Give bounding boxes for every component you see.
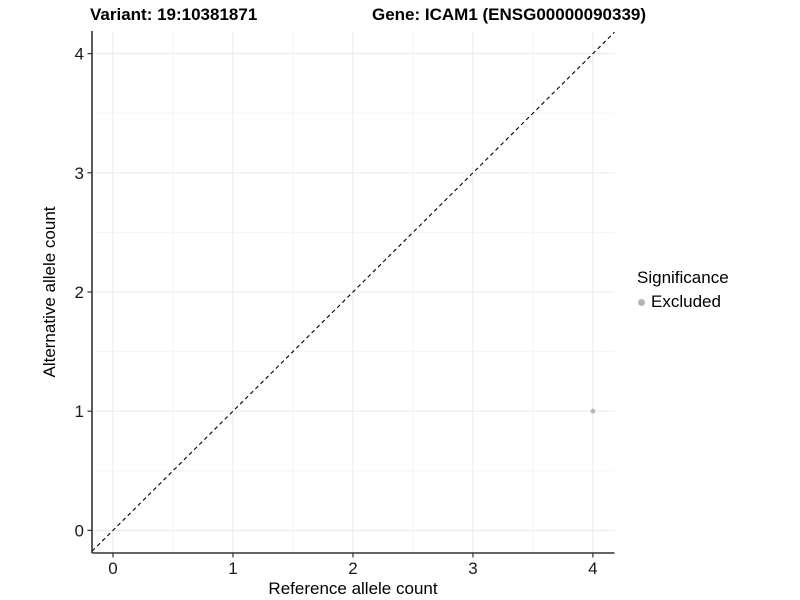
y-tick-label: 4	[75, 45, 84, 64]
x-tick-label: 4	[588, 559, 597, 578]
y-axis-title: Alternative allele count	[40, 206, 59, 378]
y-tick-label: 2	[75, 283, 84, 302]
x-tick-label: 0	[108, 559, 117, 578]
legend: Significance Excluded	[632, 268, 729, 312]
x-axis-title: Reference allele count	[268, 579, 438, 598]
x-tick-label: 3	[468, 559, 477, 578]
y-tick-label: 3	[75, 164, 84, 183]
plot-title-variant: Variant: 19:10381871	[90, 5, 258, 24]
y-tick-label: 0	[75, 521, 84, 540]
data-point	[590, 408, 596, 414]
plot-title-gene: Gene: ICAM1 (ENSG00000090339)	[372, 5, 647, 24]
x-tick-label: 2	[348, 559, 357, 578]
legend-title: Significance	[637, 268, 729, 287]
legend-point-icon	[638, 298, 645, 306]
x-tick-label: 1	[228, 559, 237, 578]
y-tick-label: 1	[75, 402, 84, 421]
legend-item-excluded: Excluded	[632, 292, 729, 312]
identity-dashed-line	[91, 31, 615, 552]
legend-item-label: Excluded	[651, 292, 721, 311]
